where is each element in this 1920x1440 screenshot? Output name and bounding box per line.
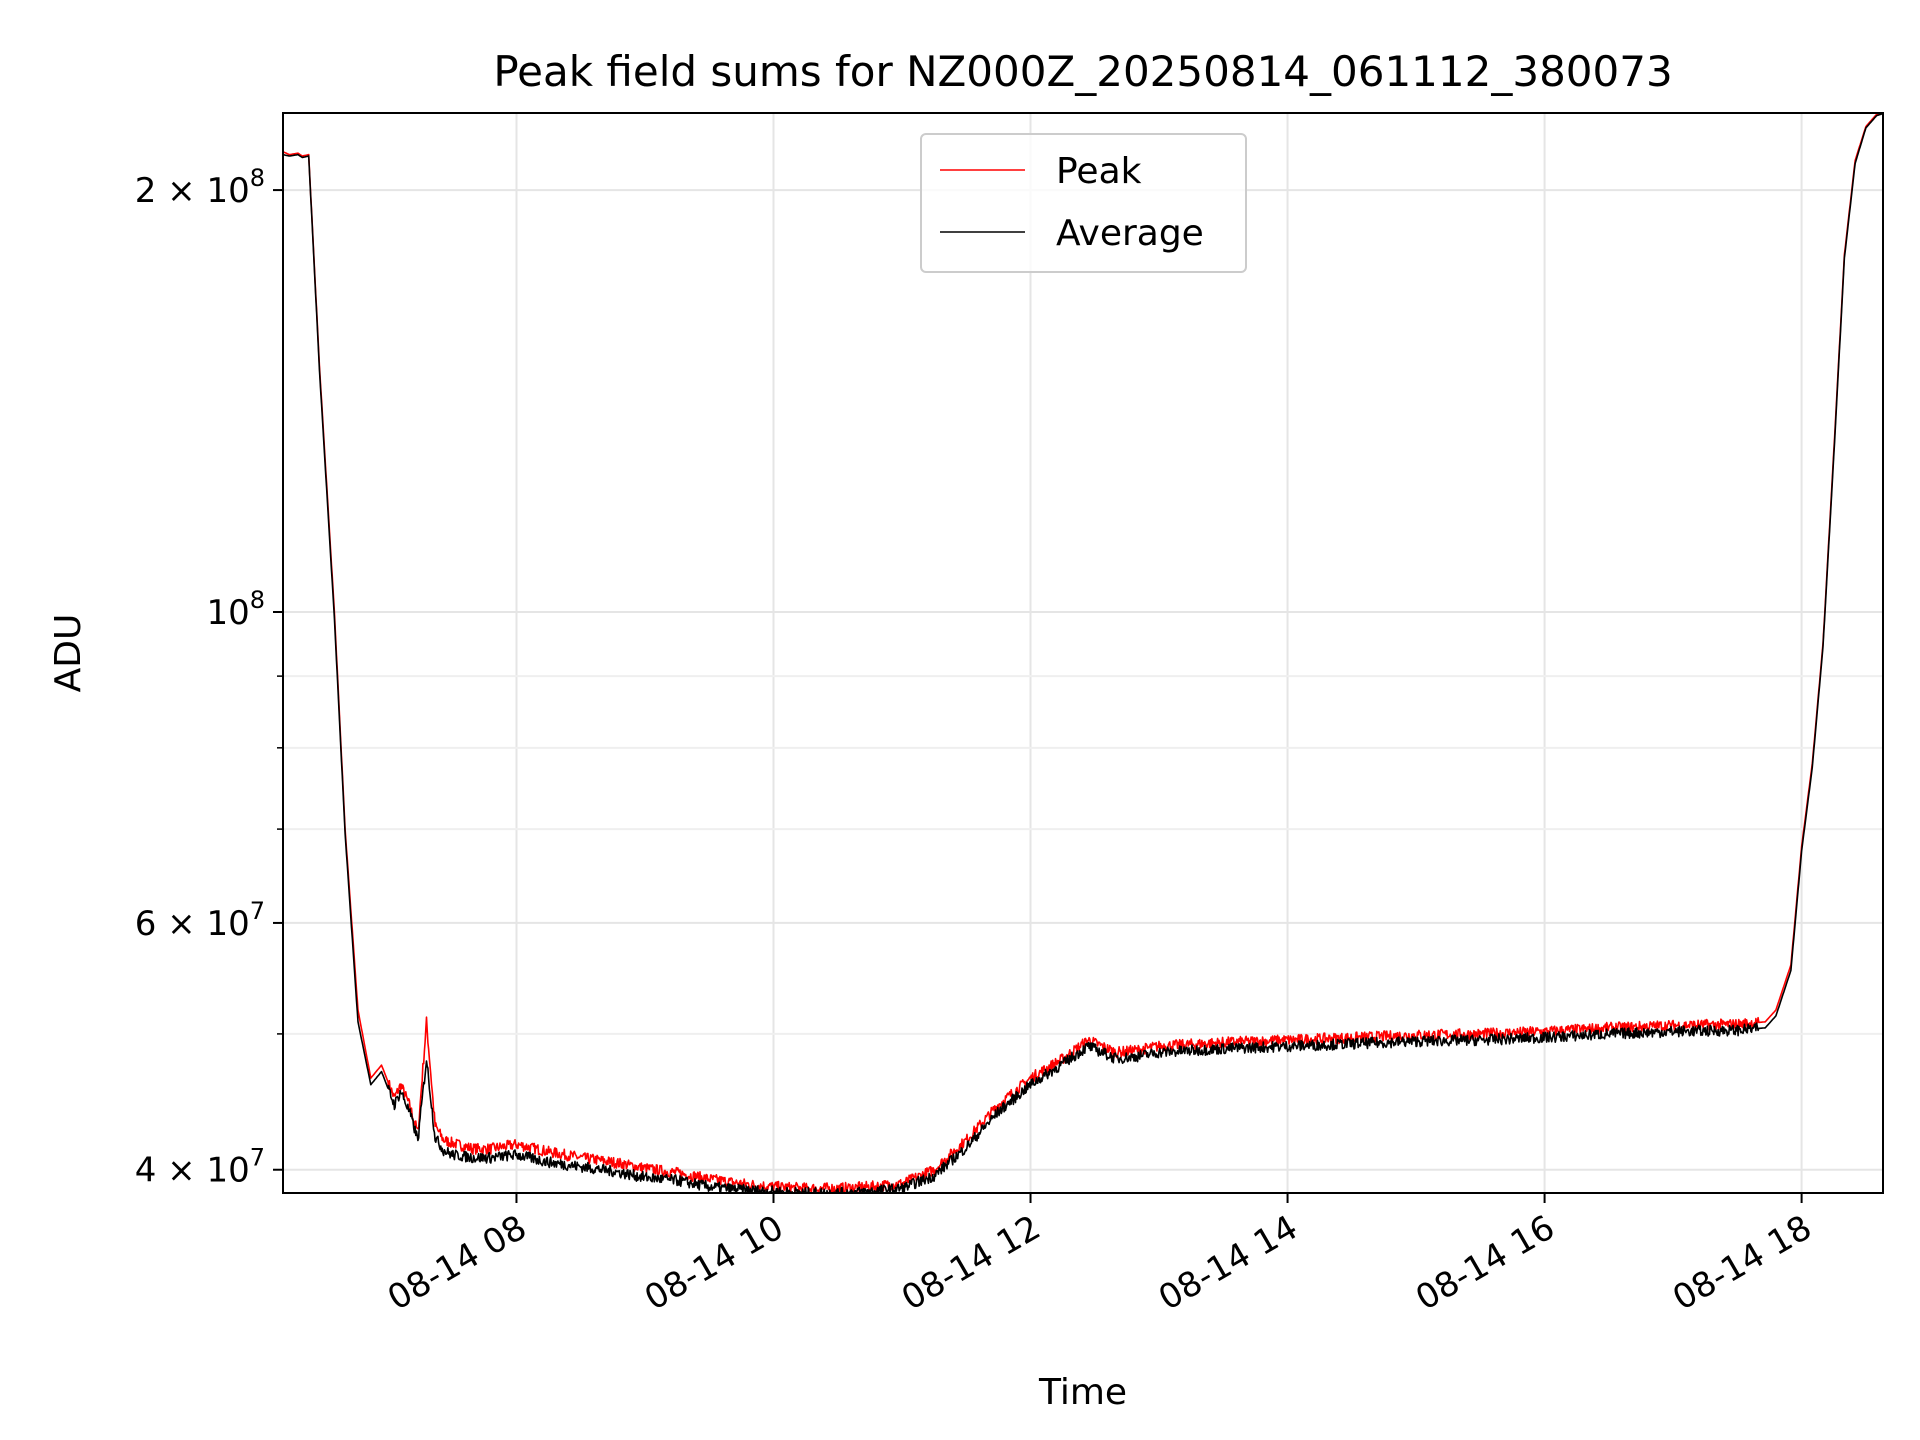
legend: Peak Average bbox=[920, 133, 1247, 273]
series-line-average bbox=[283, 113, 1883, 1193]
y-tick-label: 4 × 107 bbox=[135, 1144, 265, 1191]
series-line-peak bbox=[283, 113, 1883, 1193]
y-axis-label: ADU bbox=[48, 614, 89, 693]
series-layer bbox=[283, 113, 1883, 1193]
y-tick-label: 6 × 107 bbox=[135, 897, 265, 944]
legend-box bbox=[920, 133, 1247, 273]
chart-title: Peak field sums for NZ000Z_20250814_0611… bbox=[493, 47, 1672, 96]
y-tick-label: 2 × 108 bbox=[135, 164, 265, 211]
legend-label-average: Average bbox=[1056, 213, 1204, 254]
x-axis-label: Time bbox=[1038, 1372, 1127, 1413]
plot-frame bbox=[282, 112, 1884, 1194]
legend-label-peak: Peak bbox=[1056, 151, 1142, 192]
